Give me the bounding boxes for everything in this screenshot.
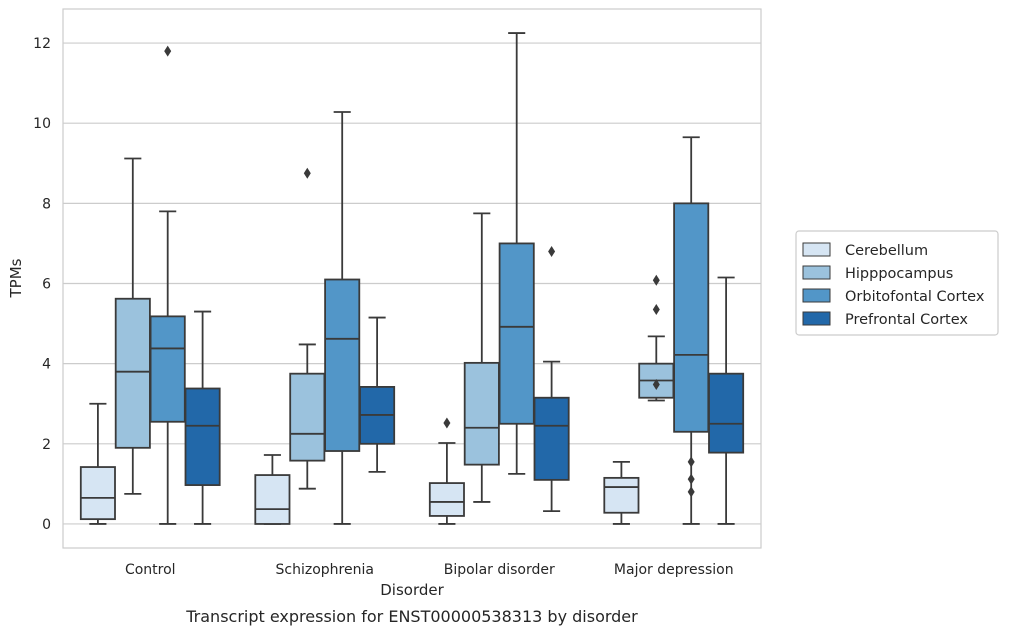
box-body [463, 361, 500, 466]
box-body [603, 476, 640, 514]
y-tick-label: 4 [42, 357, 51, 373]
box-3-3 [708, 276, 745, 525]
legend-swatch [802, 311, 831, 326]
x-axis-ticks: Control Schizophrenia Bipolar disorder Majo… [125, 562, 734, 578]
legend-label: Cerebellum [845, 243, 928, 259]
box-body [79, 466, 116, 521]
box-3-0 [603, 460, 640, 525]
box-body [428, 482, 465, 517]
legend-label: Prefrontal Cortex [845, 312, 968, 328]
box-body [533, 396, 570, 481]
box-body [254, 474, 291, 525]
outlier-point [548, 245, 556, 257]
box-0-2 [149, 45, 186, 525]
box-body [184, 387, 221, 486]
box-0-0 [79, 402, 116, 525]
x-tick-label: Bipolar disorder [444, 562, 555, 578]
box-2-0 [428, 417, 465, 525]
y-tick-label: 6 [42, 277, 51, 293]
box-0-1 [114, 157, 151, 495]
box-2-2 [498, 32, 535, 475]
x-axis-label: Disorder [380, 581, 444, 599]
box-body [324, 278, 361, 452]
box-body [114, 297, 151, 449]
legend-swatch [802, 265, 831, 280]
boxes-layer [79, 32, 745, 525]
box-3-2 [673, 136, 710, 525]
legend-frame [795, 230, 999, 336]
legend-swatch [802, 242, 831, 257]
plot-frame [62, 8, 762, 549]
y-tick-label: 0 [42, 517, 51, 533]
box-3-1 [638, 274, 675, 402]
y-tick-label: 10 [33, 116, 51, 132]
legend: Cerebellum Hipppocampus Orbitofontal Corte… [795, 230, 999, 336]
box-body [708, 372, 745, 454]
outlier-point [652, 378, 660, 390]
box-1-1 [289, 167, 326, 490]
x-tick-label: Major depression [614, 562, 734, 578]
box-body [289, 372, 326, 462]
chart-caption: Transcript expression for ENST0000053831… [185, 607, 638, 626]
box-0-3 [184, 310, 221, 525]
box-1-0 [254, 454, 291, 525]
outlier-point [652, 304, 660, 316]
outlier-point [303, 167, 311, 179]
box-body [673, 202, 710, 433]
outlier-point [687, 473, 695, 485]
box-2-3 [533, 245, 570, 513]
y-tick-label: 2 [42, 437, 51, 453]
box-body [149, 315, 186, 423]
outlier-point [652, 274, 660, 286]
outlier-point [443, 417, 451, 429]
x-tick-label: Control [125, 562, 176, 578]
box-1-3 [359, 316, 396, 473]
y-tick-label: 12 [33, 36, 51, 52]
y-axis-ticks: 0 2 4 6 8 10 12 [33, 36, 51, 533]
legend-label: Hipppocampus [845, 266, 953, 282]
outlier-point [687, 486, 695, 498]
box-body [498, 242, 535, 425]
box-2-1 [463, 212, 500, 503]
legend-label: Orbitofontal Cortex [845, 289, 985, 305]
outlier-point [687, 456, 695, 468]
legend-swatch [802, 288, 831, 303]
outlier-point [164, 45, 172, 57]
x-tick-label: Schizophrenia [276, 562, 374, 578]
y-tick-label: 8 [42, 196, 51, 212]
box-1-2 [324, 111, 361, 525]
y-axis-label: TPMs [7, 258, 25, 298]
